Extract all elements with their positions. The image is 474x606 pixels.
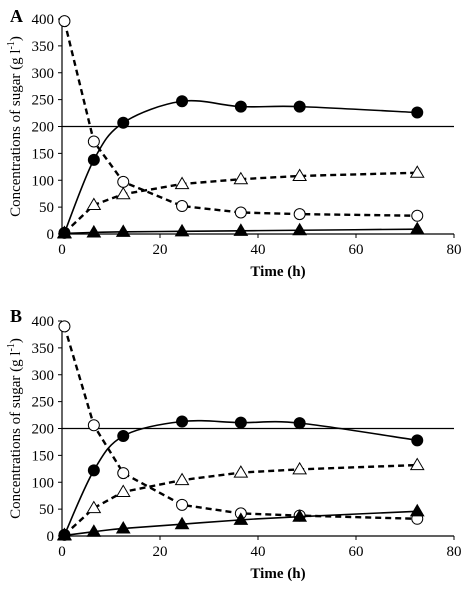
data-point-filled-circle <box>176 95 189 108</box>
data-point-filled-circle <box>176 415 189 428</box>
y-tick-label: 150 <box>32 146 55 162</box>
data-point-open-triangle <box>174 472 190 486</box>
x-axis-title: Time (h) <box>250 566 305 582</box>
data-point-filled-triangle <box>86 224 102 238</box>
data-point-filled-circle <box>234 100 247 113</box>
data-point-filled-circle <box>293 100 306 113</box>
data-point-filled-circle <box>117 430 130 443</box>
y-tick-label: 200 <box>32 120 55 136</box>
data-point-open-circle <box>293 208 306 221</box>
data-point-open-circle <box>176 498 189 511</box>
data-point-open-triangle <box>115 484 131 497</box>
panel-a: A 0 50 100 150 200 250 300 350 400 0 20 40 60 80 Time … <box>6 6 462 280</box>
y-tick-label: 350 <box>32 39 55 55</box>
data-point-open-circle <box>87 135 100 148</box>
data-point-filled-circle <box>411 106 424 119</box>
data-point-filled-circle <box>87 464 100 477</box>
data-point-filled-triangle <box>115 224 131 237</box>
data-point-open-triangle <box>292 461 308 475</box>
data-point-open-triangle <box>292 168 308 181</box>
y-tick-label: 400 <box>32 314 55 330</box>
x-tick-label: 40 <box>251 544 266 560</box>
y-tick-label: 0 <box>47 529 55 545</box>
y-tick-label: 250 <box>32 395 55 411</box>
data-point-filled-triangle <box>233 223 249 236</box>
data-point-filled-circle <box>117 116 130 129</box>
data-point-filled-triangle <box>292 509 308 522</box>
data-point-filled-circle <box>293 417 306 430</box>
data-point-open-circle <box>58 320 71 333</box>
data-point-filled-circle <box>411 434 424 447</box>
y-tick-label: 100 <box>32 173 55 189</box>
data-point-open-triangle <box>115 186 131 200</box>
y-tick-label: 0 <box>47 227 55 243</box>
data-point-filled-triangle <box>86 524 102 537</box>
panel-b: B 0 50 100 150 200 250 300 350 400 0 20 40 60 80 Time … <box>6 306 462 582</box>
x-tick-label: 20 <box>153 544 168 560</box>
data-point-open-circle <box>117 467 130 480</box>
y-axis-title: Concentrations of sugar (g l-1) <box>6 36 24 217</box>
data-point-open-circle <box>176 200 189 213</box>
y-tick-label: 350 <box>32 341 55 357</box>
x-tick-label: 40 <box>251 242 266 258</box>
x-tick-label: 0 <box>58 544 66 560</box>
data-point-open-circle <box>117 175 130 188</box>
data-point-filled-circle <box>234 416 247 429</box>
data-point-open-circle <box>234 206 247 219</box>
data-point-open-triangle <box>86 197 102 211</box>
data-point-filled-circle <box>87 153 100 166</box>
y-tick-label: 300 <box>32 66 55 82</box>
x-tick-label: 60 <box>349 544 364 560</box>
series-line-2 <box>63 20 418 217</box>
data-point-filled-triangle <box>174 223 190 237</box>
data-point-filled-triangle <box>57 527 72 541</box>
y-tick-label: 50 <box>39 200 54 216</box>
data-point-filled-triangle <box>57 225 72 239</box>
y-tick-label: 150 <box>32 448 55 464</box>
data-point-filled-triangle <box>233 512 249 525</box>
y-tick-label: 200 <box>32 422 55 438</box>
x-tick-label: 80 <box>447 544 462 560</box>
y-axis-title: Concentrations of sugar (g l-1) <box>6 338 24 519</box>
data-point-open-triangle <box>409 165 425 178</box>
x-tick-label: 0 <box>58 242 66 258</box>
data-point-open-triangle <box>409 457 425 471</box>
panel-letter-b: B <box>10 306 22 326</box>
data-point-open-triangle <box>174 176 190 190</box>
x-axis-title: Time (h) <box>250 264 305 280</box>
data-point-open-circle <box>58 15 71 28</box>
data-point-open-triangle <box>86 500 102 514</box>
data-point-open-triangle <box>233 171 249 185</box>
data-point-open-circle <box>411 209 424 222</box>
y-tick-label: 400 <box>32 12 55 28</box>
data-point-filled-triangle <box>409 503 425 517</box>
data-point-open-circle <box>87 419 100 432</box>
data-point-filled-triangle <box>115 520 131 534</box>
data-point-filled-triangle <box>174 516 190 530</box>
data-point-filled-triangle <box>292 222 308 236</box>
panel-letter-a: A <box>10 6 23 26</box>
y-tick-label: 50 <box>39 502 54 518</box>
x-tick-label: 80 <box>447 242 462 258</box>
x-tick-label: 20 <box>153 242 168 258</box>
data-point-filled-triangle <box>409 221 425 235</box>
y-tick-label: 300 <box>32 368 55 384</box>
data-point-open-triangle <box>233 465 249 478</box>
y-tick-label: 250 <box>32 93 55 109</box>
y-tick-label: 100 <box>32 475 55 491</box>
x-tick-label: 60 <box>349 242 364 258</box>
